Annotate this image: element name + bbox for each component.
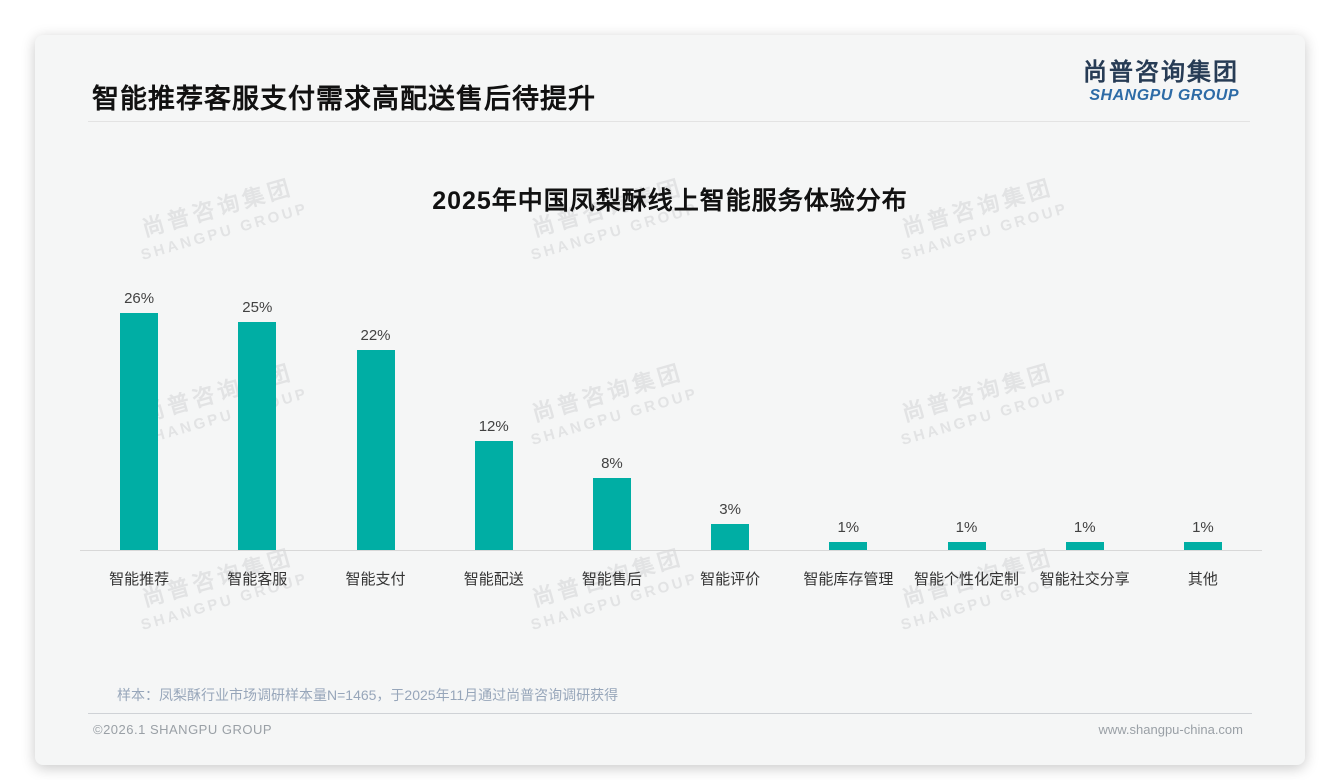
bar [1183, 542, 1222, 551]
bar-value-label: 1% [1073, 519, 1096, 536]
bar [711, 524, 750, 551]
category-label: 智能个性化定制 [914, 571, 1020, 588]
bar-column: 1% 智能个性化定制 [907, 251, 1025, 596]
bar-value-label: 1% [837, 519, 860, 536]
slide-card: 尚普咨询集团 SHANGPU GROUP 尚普咨询集团 SHANGPU GROUP 尚普… [35, 35, 1305, 765]
sample-note: 样本：凤梨酥行业市场调研样本量N=1465，于2025年11月通过尚普咨询调研获… [117, 687, 619, 703]
bar-value-label: 25% [242, 299, 273, 316]
category-label: 智能售后 [581, 571, 642, 588]
bar-column: 3% 智能评价 [671, 251, 789, 596]
bar-column: 8% 智能售后 [553, 251, 671, 596]
bar-value-label: 3% [719, 501, 741, 518]
bar [120, 313, 159, 551]
bar-value-label: 12% [478, 418, 509, 435]
category-label: 智能推荐 [109, 571, 170, 588]
category-label: 智能库存管理 [803, 571, 894, 588]
x-axis-line [80, 550, 1262, 551]
bar-column: 26% 智能推荐 [80, 251, 198, 596]
bar-value-label: 1% [955, 519, 978, 536]
category-label: 智能社交分享 [1039, 571, 1130, 588]
page-title: 智能推荐客服支付需求高配送售后待提升 [92, 84, 596, 114]
bar-value-label: 8% [601, 455, 623, 472]
logo-chinese-text: 尚普咨询集团 [1083, 59, 1239, 86]
category-label: 智能配送 [463, 571, 524, 588]
bar-value-label: 1% [1192, 519, 1214, 536]
category-label: 智能支付 [345, 571, 406, 588]
bar-column: 1% 智能社交分享 [1026, 251, 1144, 596]
bar [474, 441, 513, 551]
bar-value-label: 22% [360, 327, 391, 344]
bar [947, 542, 986, 551]
bar [829, 542, 868, 551]
bar-column: 1% 智能库存管理 [789, 251, 907, 596]
chart-title: 2025年中国凤梨酥线上智能服务体验分布 [432, 187, 908, 215]
bar-value-label: 26% [124, 290, 155, 307]
logo-english-text: SHANGPU GROUP [1089, 87, 1239, 105]
category-label: 其他 [1187, 571, 1218, 588]
bar-column: 25% 智能客服 [198, 251, 316, 596]
category-label: 智能客服 [227, 571, 288, 588]
bar-column: 12% 智能配送 [435, 251, 553, 596]
copyright-text: ©2026.1 SHANGPU GROUP [93, 722, 273, 737]
bar [356, 350, 395, 551]
category-label: 智能评价 [700, 571, 761, 588]
footer-divider [88, 713, 1252, 714]
bar-chart: 26% 智能推荐 25% 智能客服 22% 智能支付 12% 智能配送 8% 智能售后 3% 智能评价… [80, 251, 1262, 596]
bar-column: 22% 智能支付 [316, 251, 434, 596]
website-url: www.shangpu-china.com [1098, 722, 1243, 737]
bar [1065, 542, 1104, 551]
bar [238, 322, 277, 551]
header-divider [88, 121, 1250, 122]
bar [592, 478, 631, 551]
company-logo: 尚普咨询集团 SHANGPU GROUP [1083, 59, 1239, 105]
bar-column: 1% 其他 [1144, 251, 1262, 596]
